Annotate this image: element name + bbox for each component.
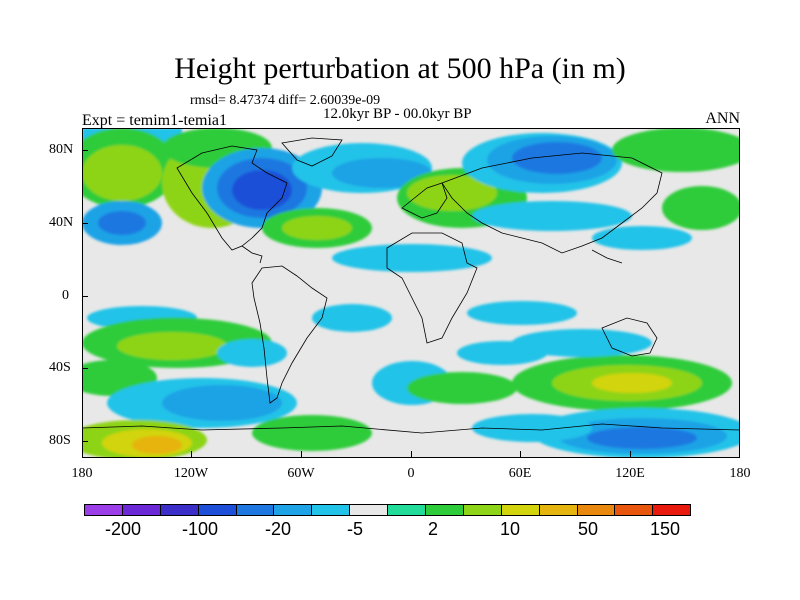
x-tick-label: 60E <box>508 466 532 481</box>
y-tick-label: 0 <box>62 288 69 303</box>
colorbar-label: -5 <box>346 519 364 539</box>
colorbar-label: 10 <box>499 519 521 539</box>
contour-fill-south <box>82 318 740 458</box>
y-tick-label: 80N <box>49 142 74 157</box>
y-tick-label: 40N <box>49 215 74 230</box>
colorbar-label: 50 <box>577 519 599 539</box>
chart-title: Height perturbation at 500 hPa (in m) <box>174 52 626 85</box>
x-tick-mark <box>520 451 521 457</box>
y-tick-mark <box>82 441 88 442</box>
map-panel <box>82 128 740 458</box>
x-tick-label: 60W <box>287 466 315 481</box>
anomaly-map <box>82 128 740 458</box>
x-tick-mark <box>191 451 192 457</box>
y-tick-label: 40S <box>49 360 71 375</box>
colorbar-cell <box>311 504 351 516</box>
y-tick-mark <box>82 368 88 369</box>
y-tick-mark <box>82 296 88 297</box>
stats-line: rmsd= 8.47374 diff= 2.60039e-09 <box>190 93 381 108</box>
colorbar-cell <box>84 504 123 516</box>
colorbar-cell <box>387 504 427 516</box>
colorbar-label: -200 <box>104 519 142 539</box>
colorbar-cell <box>425 504 464 516</box>
experiment-label: Expt = temim1-temia1 <box>82 112 227 129</box>
colorbar-cell <box>652 504 692 516</box>
colorbar-label: -100 <box>181 519 219 539</box>
colorbar-label: -20 <box>264 519 292 539</box>
x-tick-label: 180 <box>71 466 93 481</box>
x-tick-mark <box>301 451 302 457</box>
x-tick-mark <box>630 451 631 457</box>
x-tick-label: 120E <box>615 466 645 481</box>
x-tick-label: 0 <box>407 466 415 481</box>
x-tick-label: 180 <box>729 466 751 481</box>
colorbar-cell <box>500 504 540 516</box>
colorbar-cell <box>121 504 161 516</box>
season-label: ANN <box>705 110 740 127</box>
x-tick-label: 120W <box>173 466 209 481</box>
contour-fill-north <box>82 128 740 272</box>
colorbar-cell <box>538 504 578 516</box>
coastlines <box>82 137 740 434</box>
colorbar-label: 150 <box>649 519 681 539</box>
colorbar-cell <box>614 504 654 516</box>
y-tick-mark <box>82 150 88 151</box>
colorbar-cell <box>235 504 275 516</box>
colorbar-cell <box>349 504 389 516</box>
colorbar <box>84 504 692 516</box>
colorbar-cell <box>273 504 313 516</box>
y-tick-mark <box>82 223 88 224</box>
y-tick-label: 80S <box>49 433 71 448</box>
colorbar-cell <box>197 504 237 516</box>
colorbar-label: 2 <box>427 519 439 539</box>
colorbar-cell <box>159 504 199 516</box>
colorbar-cell <box>462 504 502 516</box>
period-line: 12.0kyr BP - 00.0kyr BP <box>323 106 472 122</box>
x-tick-mark <box>411 451 412 457</box>
colorbar-cell <box>576 504 616 516</box>
